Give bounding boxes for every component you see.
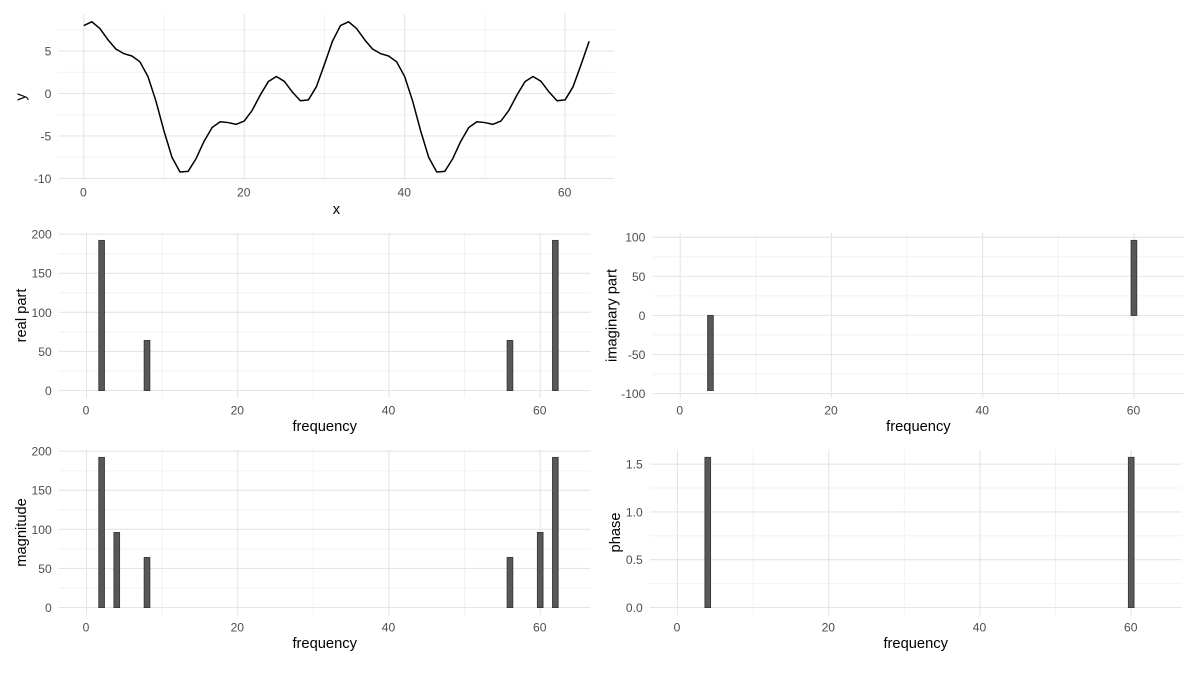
svg-text:0: 0 xyxy=(674,621,681,635)
svg-text:100: 100 xyxy=(32,523,52,537)
svg-text:60: 60 xyxy=(1127,404,1141,418)
svg-text:magnitude: magnitude xyxy=(14,498,30,567)
svg-text:50: 50 xyxy=(632,270,646,284)
svg-text:50: 50 xyxy=(38,345,52,359)
svg-text:100: 100 xyxy=(32,306,52,320)
svg-text:40: 40 xyxy=(382,404,396,418)
svg-text:0: 0 xyxy=(45,87,52,101)
svg-text:frequency: frequency xyxy=(883,636,948,652)
svg-text:200: 200 xyxy=(32,445,52,459)
svg-text:60: 60 xyxy=(1124,621,1138,635)
svg-text:20: 20 xyxy=(822,621,836,635)
svg-text:x: x xyxy=(333,202,341,218)
svg-text:frequency: frequency xyxy=(292,419,357,435)
svg-text:20: 20 xyxy=(231,621,245,635)
svg-text:60: 60 xyxy=(533,404,547,418)
svg-text:20: 20 xyxy=(231,404,245,418)
svg-text:20: 20 xyxy=(237,186,251,200)
svg-text:-50: -50 xyxy=(628,348,646,362)
svg-text:60: 60 xyxy=(558,186,572,200)
svg-text:5: 5 xyxy=(45,44,52,58)
svg-text:150: 150 xyxy=(32,267,52,281)
svg-text:-10: -10 xyxy=(34,172,52,186)
svg-text:0: 0 xyxy=(676,404,683,418)
svg-text:1.5: 1.5 xyxy=(626,458,643,472)
svg-text:40: 40 xyxy=(382,621,396,635)
svg-text:40: 40 xyxy=(973,621,987,635)
svg-text:frequency: frequency xyxy=(886,419,951,435)
svg-text:imaginary part: imaginary part xyxy=(604,269,620,362)
svg-text:20: 20 xyxy=(824,404,838,418)
svg-text:150: 150 xyxy=(32,484,52,498)
svg-text:-100: -100 xyxy=(621,387,645,401)
svg-text:real part: real part xyxy=(14,289,30,343)
svg-text:0: 0 xyxy=(45,601,52,615)
svg-text:y: y xyxy=(13,93,29,101)
svg-text:40: 40 xyxy=(397,186,411,200)
svg-text:frequency: frequency xyxy=(292,636,357,652)
svg-text:0: 0 xyxy=(80,186,87,200)
svg-text:0.0: 0.0 xyxy=(626,601,643,615)
svg-text:200: 200 xyxy=(32,228,52,242)
svg-text:phase: phase xyxy=(608,512,624,552)
svg-text:50: 50 xyxy=(38,562,52,576)
svg-text:0: 0 xyxy=(45,384,52,398)
svg-text:0.5: 0.5 xyxy=(626,553,643,567)
svg-text:100: 100 xyxy=(625,231,645,245)
svg-text:-5: -5 xyxy=(41,129,52,143)
svg-text:1.0: 1.0 xyxy=(626,505,643,519)
svg-text:40: 40 xyxy=(976,404,990,418)
svg-text:0: 0 xyxy=(83,621,90,635)
svg-text:60: 60 xyxy=(533,621,547,635)
svg-text:0: 0 xyxy=(639,309,646,323)
svg-text:0: 0 xyxy=(83,404,90,418)
